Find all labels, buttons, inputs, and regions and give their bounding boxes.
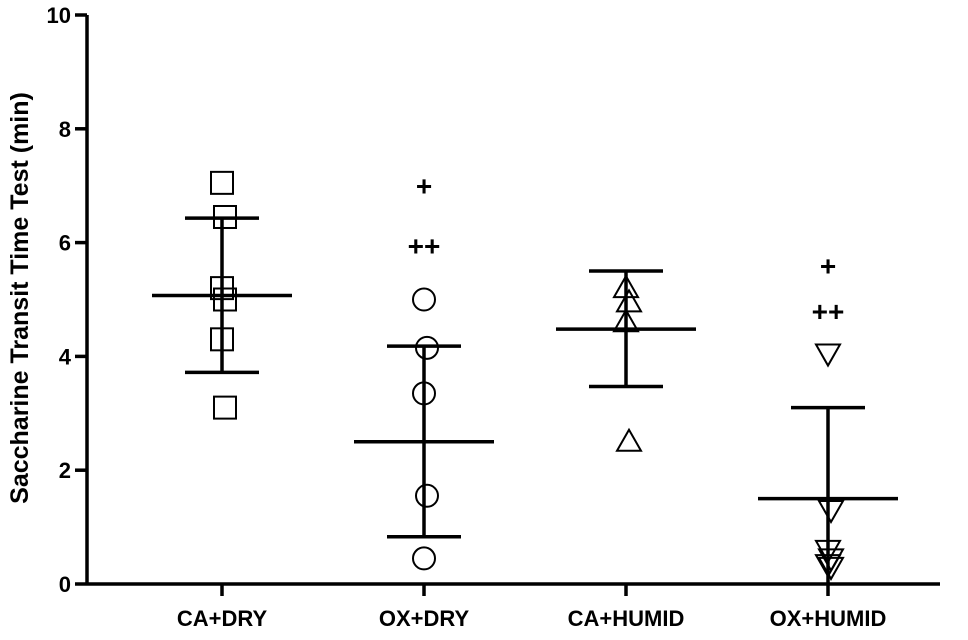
data-point-circle	[412, 287, 436, 312]
data-point-triangle-down	[814, 554, 842, 579]
data-point-square	[210, 327, 234, 352]
significance-label: +	[820, 250, 836, 281]
y-tick-label: 4	[59, 344, 72, 369]
data-point-square	[213, 395, 237, 420]
significance-label: ++	[408, 230, 441, 261]
data-point-square	[213, 287, 237, 312]
data-point-square	[210, 170, 234, 195]
data-point-square	[213, 204, 237, 229]
data-point-triangle-up	[615, 288, 643, 313]
y-tick-label: 0	[59, 572, 71, 597]
x-tick-label: OX+HUMID	[770, 606, 887, 631]
y-tick-label: 8	[59, 117, 71, 142]
series-ca-humid	[556, 269, 696, 452]
data-point-triangle-down	[814, 539, 842, 564]
y-axis-title: Saccharine Transit Time Test (min)	[6, 92, 34, 504]
series-ca-dry	[152, 170, 292, 420]
plot-area: ++++++	[152, 171, 898, 584]
data-point-circle	[412, 381, 436, 406]
data-point-circle	[412, 546, 436, 571]
y-tick-label: 6	[59, 231, 71, 256]
data-point-triangle-down	[817, 500, 845, 525]
y-axis: 0 2 4 6 8 10	[47, 3, 89, 597]
y-tick-label: 10	[47, 3, 71, 28]
data-point-triangle-up	[612, 308, 640, 333]
x-tick-label: CA+DRY	[177, 606, 268, 631]
data-point-circle	[415, 335, 439, 360]
x-axis: CA+DRY OX+DRY CA+HUMID OX+HUMID	[87, 582, 940, 631]
significance-label: +	[416, 171, 432, 202]
x-tick-label: CA+HUMID	[568, 606, 685, 631]
data-point-circle	[415, 483, 439, 508]
x-tick-label: OX+DRY	[379, 606, 470, 631]
y-tick-label: 2	[59, 458, 71, 483]
significance-label: ++	[812, 296, 845, 327]
data-point-triangle-up	[615, 427, 643, 452]
data-point-triangle-down	[814, 343, 842, 368]
data-point-triangle-down	[817, 556, 845, 581]
series-ox-humid: +++	[758, 250, 898, 584]
series-ox-dry: +++	[354, 171, 494, 571]
